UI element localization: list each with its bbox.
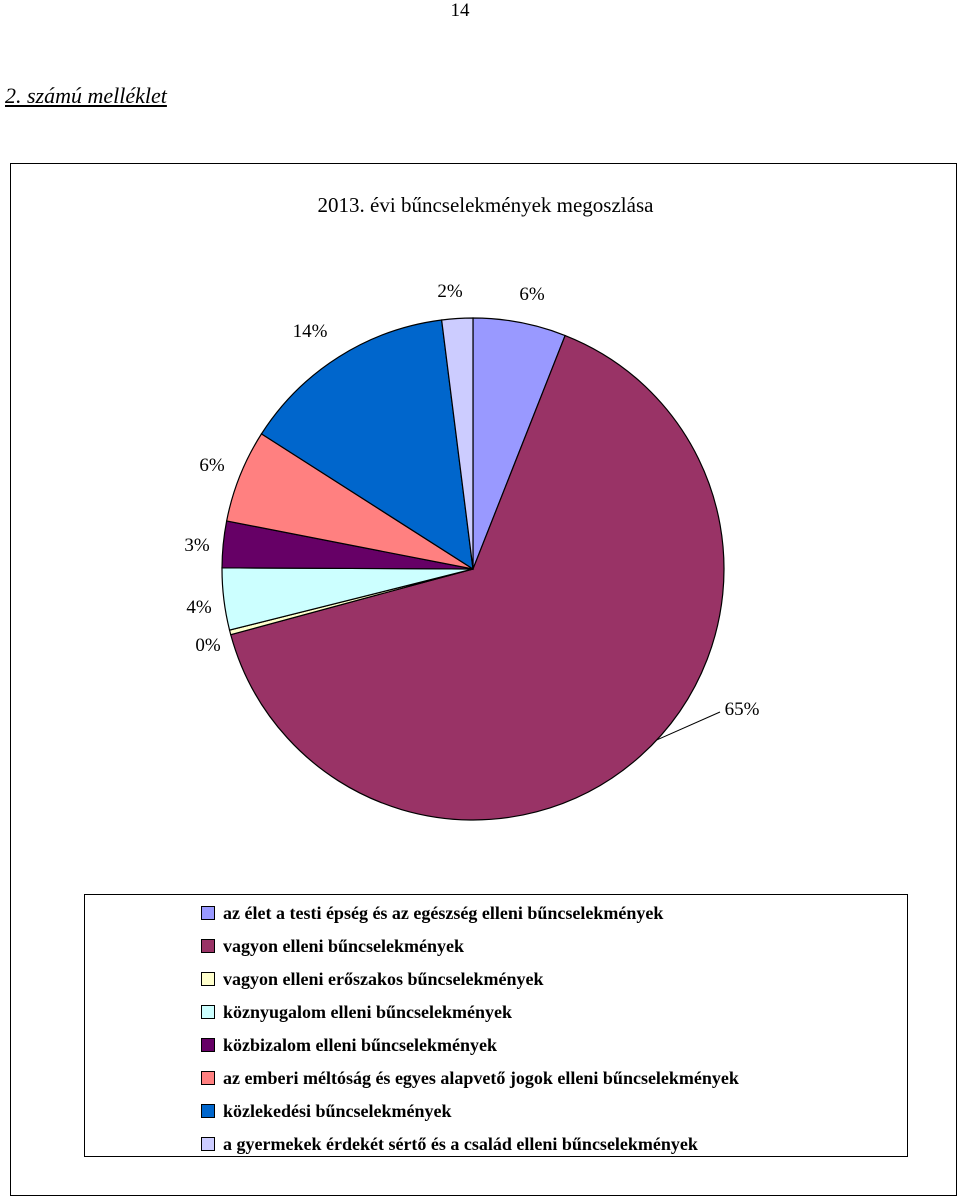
data-label: 4% [186, 597, 212, 618]
data-label: 6% [519, 284, 545, 305]
legend-item: az élet a testi épség és az egészség ell… [201, 901, 663, 925]
data-label: 14% [293, 321, 328, 342]
chart-frame [10, 163, 957, 1196]
legend-label: az emberi méltóság és egyes alapvető jog… [223, 1067, 739, 1088]
annex-title: 2. számú melléklet [5, 83, 167, 108]
legend-swatch [201, 1038, 215, 1052]
legend-item: közlekedési bűncselekmények [201, 1099, 452, 1123]
pie-chart: 6% 65% 0% 4% 3% 6% 14% 2% [184, 281, 760, 821]
legend-item: az emberi méltóság és egyes alapvető jog… [201, 1066, 739, 1090]
pie-slice [230, 334, 725, 821]
legend-label: köznyugalom elleni bűncselekmények [223, 1001, 513, 1022]
legend-label: vagyon elleni erőszakos bűncselekmények [223, 968, 544, 989]
legend-item: a gyermekek érdekét sértő és a család el… [201, 1132, 698, 1156]
pie-slice [440, 317, 474, 570]
data-label: 0% [195, 635, 221, 656]
legend-swatch [201, 1137, 215, 1151]
leader-line [656, 711, 721, 741]
legend-item: vagyon elleni erőszakos bűncselekmények [201, 967, 544, 991]
legend-swatch [201, 1104, 215, 1118]
legend-label: az élet a testi épség és az egészség ell… [223, 902, 664, 923]
legend-label: vagyon elleni bűncselekmények [223, 935, 465, 956]
data-label: 6% [199, 455, 225, 476]
legend-swatch [201, 1071, 215, 1085]
legend-label: közbizalom elleni bűncselekmények [223, 1034, 497, 1055]
chart-title: 2013. évi bűncselekmények megoszlása [317, 193, 654, 217]
data-label: 3% [184, 535, 210, 556]
legend-label: közlekedési bűncselekmények [223, 1100, 452, 1121]
legend-swatch [201, 906, 215, 920]
legend-label: a gyermekek érdekét sértő és a család el… [223, 1133, 698, 1154]
legend-item: közbizalom elleni bűncselekmények [201, 1033, 497, 1057]
data-label: 2% [437, 281, 463, 302]
chart-legend: az élet a testi épség és az egészség ell… [84, 894, 908, 1157]
page-number: 14 [450, 0, 470, 21]
legend-swatch [201, 972, 215, 986]
data-label: 65% [725, 699, 760, 720]
pie-slice [260, 319, 474, 571]
legend-swatch [201, 1005, 215, 1019]
legend-swatch [201, 939, 215, 953]
legend-item: vagyon elleni bűncselekmények [201, 934, 464, 958]
legend-item: köznyugalom elleni bűncselekmények [201, 1000, 512, 1024]
